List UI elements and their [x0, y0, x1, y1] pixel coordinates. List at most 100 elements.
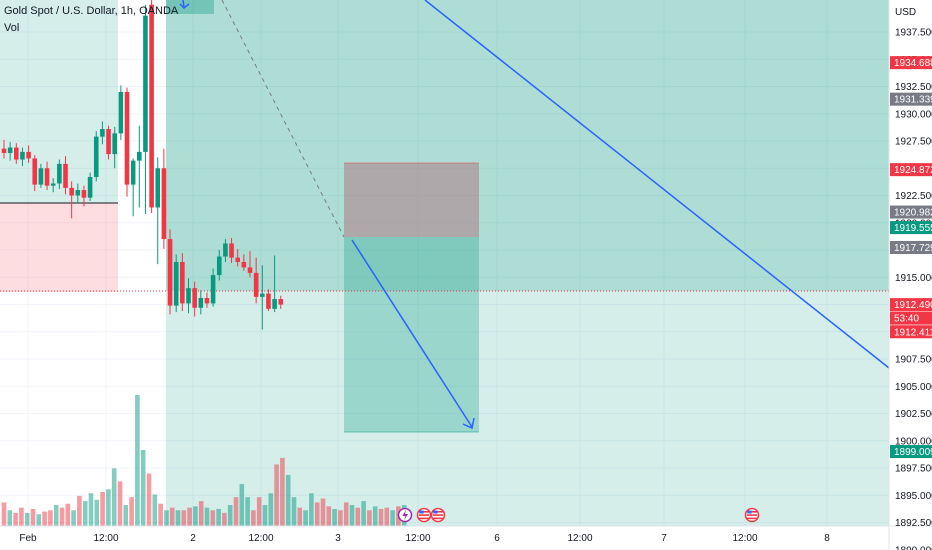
volume-bar — [204, 507, 210, 526]
volume-bar — [198, 501, 204, 526]
volume-bar — [222, 512, 227, 526]
volume-bar — [193, 506, 198, 526]
price-tag-label: 1920.982 — [894, 208, 932, 219]
price-tick-label: 1902.500 — [895, 409, 932, 420]
volume-bar — [146, 473, 152, 526]
chart-grid — [0, 0, 889, 550]
price-tick-label: 1927.500 — [895, 137, 932, 148]
time-tick-label: 12:00 — [405, 533, 430, 544]
price-tick-label: 1930.000 — [895, 109, 932, 120]
price-axis[interactable]: 1937.5001935.0001932.5001930.0001927.500… — [895, 28, 932, 550]
volume-bar — [164, 510, 169, 526]
volume-bar — [349, 505, 355, 526]
candle-body — [87, 176, 93, 198]
price-tag — [890, 325, 932, 339]
price-tag-label: 1924.872 — [894, 165, 932, 176]
volume-bar — [117, 481, 123, 526]
volume-bar — [338, 510, 343, 526]
candle-body — [57, 163, 62, 184]
candle-body — [216, 256, 222, 276]
volume-bar — [291, 497, 297, 526]
candle-body — [143, 15, 148, 152]
candle-body — [63, 163, 68, 188]
time-tick-label: 8 — [824, 533, 830, 544]
time-tick-label: 12:00 — [567, 533, 592, 544]
symbol-legend[interactable]: Gold Spot / U.S. Dollar, 1h, OANDA — [4, 5, 179, 17]
candle-body — [192, 288, 197, 308]
price-tag-label: 1934.688 — [894, 58, 932, 69]
candle-body — [198, 297, 204, 308]
stop-loss-zone — [344, 163, 479, 237]
candle-body — [260, 293, 265, 297]
volume-bar — [268, 493, 274, 526]
price-tag-label: 1912.490 — [894, 300, 932, 311]
candle-body — [167, 239, 173, 306]
volume-bar — [48, 510, 53, 526]
volume-bar — [59, 507, 65, 526]
volume-bar — [303, 510, 308, 526]
price-tag — [890, 241, 932, 255]
forecast-arrow-line[interactable] — [351, 239, 473, 428]
volume-bar — [326, 506, 332, 526]
candle-body — [1, 148, 7, 153]
us-flag-event-icon[interactable] — [430, 507, 446, 523]
price-tick-label: 1937.500 — [895, 28, 932, 39]
volume-bar — [274, 464, 279, 526]
candle-body — [44, 168, 50, 186]
time-tick-label: 7 — [661, 533, 667, 544]
price-tag — [890, 311, 932, 325]
price-tag-label: 53:40 — [894, 314, 919, 325]
volume-bar — [129, 497, 134, 526]
volume-bar — [314, 502, 320, 526]
us-flag-event-icon[interactable] — [416, 507, 432, 523]
candle-body — [81, 190, 87, 198]
price-tick-label: 1890.000 — [895, 545, 932, 550]
price-tag-label: 1899.009 — [894, 447, 932, 458]
volume-bar — [13, 512, 18, 526]
candle-body — [173, 261, 179, 306]
volume-bar — [372, 506, 378, 526]
volume-bar — [367, 510, 372, 526]
candle-body — [272, 299, 277, 309]
volume-bar — [82, 501, 88, 526]
candle-body — [223, 243, 228, 257]
volume-bar — [175, 510, 181, 526]
volume-bar — [227, 505, 233, 526]
time-tick-label: Feb — [19, 533, 37, 544]
drawing-zones — [0, 0, 889, 526]
volume-bar — [140, 450, 146, 526]
volume-bar — [88, 493, 94, 526]
time-tick-label: 3 — [335, 533, 341, 544]
price-tag — [890, 56, 932, 70]
price-tag — [890, 205, 932, 219]
event-markers — [397, 507, 760, 523]
volume-bar — [71, 510, 76, 526]
price-tick-label: 1897.500 — [895, 464, 932, 475]
price-tag — [890, 221, 932, 235]
volume-bar — [106, 489, 111, 526]
candle-body — [247, 267, 253, 273]
time-axis[interactable]: Feb 12:00 2 12:00 3 12:00 6 12:00 7 12:00 8 — [19, 533, 830, 544]
volume-legend[interactable]: Vol — [4, 22, 20, 34]
price-tag-label: 1919.555 — [894, 223, 932, 234]
candle-body — [93, 136, 99, 177]
candle-body — [278, 299, 284, 305]
price-tags: 1934.688 1931.339 1924.872 1920.982 1919.555… — [890, 56, 932, 459]
candle-body — [235, 257, 240, 262]
candle-body — [155, 168, 161, 208]
candle-body — [204, 297, 210, 304]
time-tick-label: 12:00 — [93, 533, 118, 544]
price-tick-label: 1915.000 — [895, 273, 932, 284]
us-flag-event-icon[interactable] — [744, 507, 760, 523]
volume-bar — [19, 507, 24, 526]
dividend-event-icon[interactable] — [397, 507, 413, 523]
volume-bar — [390, 510, 395, 526]
long-trend-line[interactable] — [424, 0, 889, 369]
short-target-zone — [166, 0, 889, 291]
price-tag-label: 1912.411 — [894, 327, 932, 338]
candle-body — [241, 261, 247, 268]
volume-bar — [65, 503, 71, 526]
volume-bar — [36, 514, 42, 526]
